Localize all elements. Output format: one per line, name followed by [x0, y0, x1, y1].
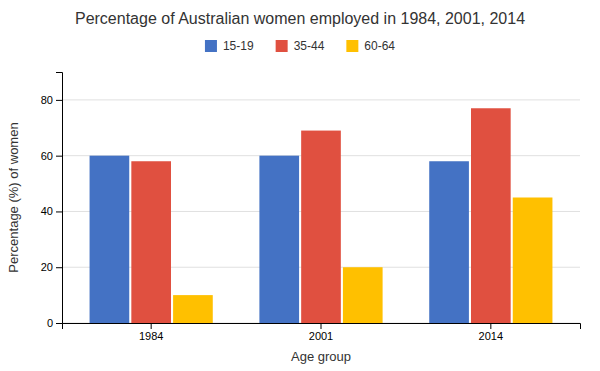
x-tick-label: 2001 [309, 330, 333, 342]
x-tick: 2001 [309, 323, 333, 342]
y-tick-label: 0 [47, 317, 53, 329]
legend-label: 15-19 [223, 39, 254, 53]
x-tick-mark [321, 323, 322, 329]
bar-series [90, 156, 469, 323]
y-tick-label: 60 [41, 150, 53, 162]
y-tick-label: 40 [41, 205, 53, 217]
legend-swatch [346, 40, 358, 52]
x-axis-title: Age group [291, 349, 351, 364]
bar [429, 161, 469, 323]
legend-swatch [205, 40, 217, 52]
y-tick-label: 20 [41, 261, 53, 273]
bar [90, 156, 130, 323]
y-axis-line [56, 73, 63, 324]
bar-series [131, 108, 510, 323]
y-tick-mark [56, 100, 62, 101]
y-tick: 80 [41, 94, 62, 106]
legend-item: 15-19 [205, 39, 254, 53]
title: Percentage of Australian women employed … [75, 10, 525, 27]
legend-label: 60-64 [364, 39, 395, 53]
x-tick: 1984 [139, 323, 163, 342]
y-tick-mark [56, 211, 62, 212]
bar-series [173, 198, 552, 324]
bar [301, 131, 341, 323]
y-tick: 0 [47, 317, 62, 329]
y-tick-mark [56, 267, 62, 268]
y-tick-label: 80 [41, 94, 53, 106]
bar [513, 198, 553, 324]
grid-line [62, 99, 580, 100]
x-tick-mark [490, 323, 491, 329]
bar [471, 108, 511, 323]
y-tick-mark [56, 156, 62, 157]
plot: 1984 2001 2014 0 20 40 60 80 [41, 73, 581, 342]
x-tick-mark [151, 323, 152, 329]
y-axis: 0 20 40 60 80 [41, 73, 63, 330]
grid [62, 100, 580, 323]
legend-item: 60-64 [346, 39, 395, 53]
x-tick: 2014 [479, 323, 503, 342]
y-tick: 20 [41, 261, 62, 273]
bars [90, 108, 553, 323]
x-axis: 1984 2001 2014 [63, 323, 581, 342]
x-axis-line [63, 324, 581, 330]
legend: 15-19 35-44 60-64 [205, 39, 395, 53]
bar [343, 267, 383, 323]
bar [259, 156, 299, 323]
y-tick: 40 [41, 205, 62, 217]
x-tick-label: 2014 [479, 330, 503, 342]
bar [131, 161, 171, 323]
x-tick-label: 1984 [139, 330, 163, 342]
legend-item: 35-44 [276, 39, 325, 53]
chart: 1984 2001 2014 0 20 40 60 80 Age group Percentage… [0, 0, 600, 371]
y-tick-mark [56, 323, 62, 324]
y-tick: 60 [41, 150, 62, 162]
legend-swatch [276, 40, 288, 52]
legend-label: 35-44 [294, 39, 325, 53]
y-axis-title: Percentage (%) of women [6, 122, 21, 272]
bar [173, 295, 213, 323]
